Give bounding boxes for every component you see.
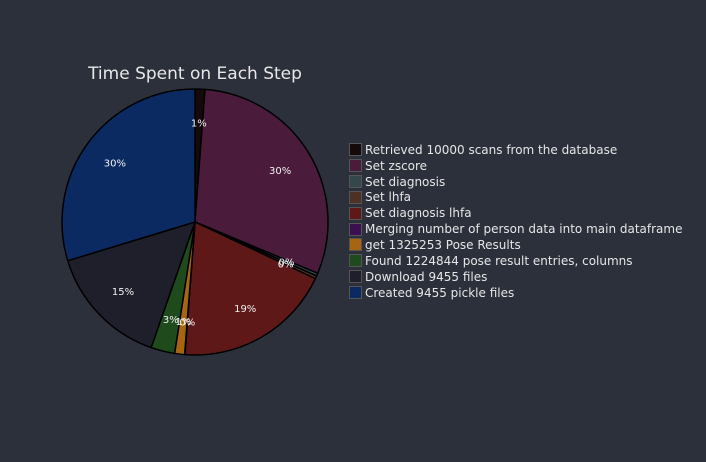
legend-label: Download 9455 files — [365, 269, 488, 284]
legend-label: get 1325253 Pose Results — [365, 237, 521, 252]
slice-label-1: 30% — [269, 166, 291, 177]
slice-label-3: 0% — [278, 260, 294, 271]
legend-label: Set diagnosis — [365, 174, 446, 189]
legend-item-8: Download 9455 files — [349, 269, 682, 285]
pie-slice-8 — [67, 221, 196, 349]
legend-item-6: get 1325253 Pose Results — [349, 237, 682, 253]
legend-item-1: Set zscore — [349, 158, 682, 174]
legend-swatch — [349, 190, 362, 204]
pie-slices — [61, 88, 329, 356]
legend-label: Merging number of person data into main … — [365, 222, 683, 237]
legend-item-0: Retrieved 10000 scans from the database — [349, 142, 682, 158]
chart-legend: Retrieved 10000 scans from the database S… — [349, 142, 682, 300]
pie-slice-4 — [184, 221, 317, 356]
legend-item-3: Set lhfa — [349, 190, 682, 206]
legend-swatch — [349, 143, 362, 157]
legend-label: Set zscore — [365, 158, 428, 173]
legend-label: Retrieved 10000 scans from the database — [365, 142, 618, 157]
legend-item-7: Found 1224844 pose result entries, colum… — [349, 253, 682, 269]
legend-swatch — [349, 286, 362, 300]
slice-label-7: 3% — [163, 315, 179, 326]
chart-title: Time Spent on Each Step — [87, 64, 302, 84]
legend-swatch — [349, 159, 362, 173]
slice-label-0: 1% — [191, 118, 207, 129]
legend-label: Created 9455 pickle files — [365, 285, 515, 300]
pie-slice-9 — [61, 88, 196, 262]
legend-swatch — [349, 175, 362, 189]
slice-label-6: 1% — [175, 317, 191, 328]
slice-label-2: 0% — [279, 258, 295, 269]
legend-item-4: Set diagnosis lhfa — [349, 205, 682, 221]
slice-label-5: 0% — [179, 318, 195, 329]
pie-labels: 1%30%0%0%19%0%1%3%15%30% — [104, 118, 295, 328]
legend-label: Set lhfa — [365, 190, 412, 205]
legend-swatch — [349, 222, 362, 236]
legend-item-2: Set diagnosis — [349, 174, 682, 190]
slice-label-4: 19% — [234, 304, 256, 315]
slice-label-8: 15% — [112, 287, 134, 298]
legend-swatch — [349, 270, 362, 284]
slice-label-9: 30% — [104, 159, 126, 170]
legend-swatch — [349, 206, 362, 220]
legend-item-9: Created 9455 pickle files — [349, 285, 682, 301]
legend-item-5: Merging number of person data into main … — [349, 221, 682, 237]
legend-label: Set diagnosis lhfa — [365, 206, 472, 221]
legend-swatch — [349, 238, 362, 252]
pie-slice-1 — [194, 88, 329, 275]
legend-label: Found 1224844 pose result entries, colum… — [365, 253, 633, 268]
legend-swatch — [349, 254, 362, 268]
